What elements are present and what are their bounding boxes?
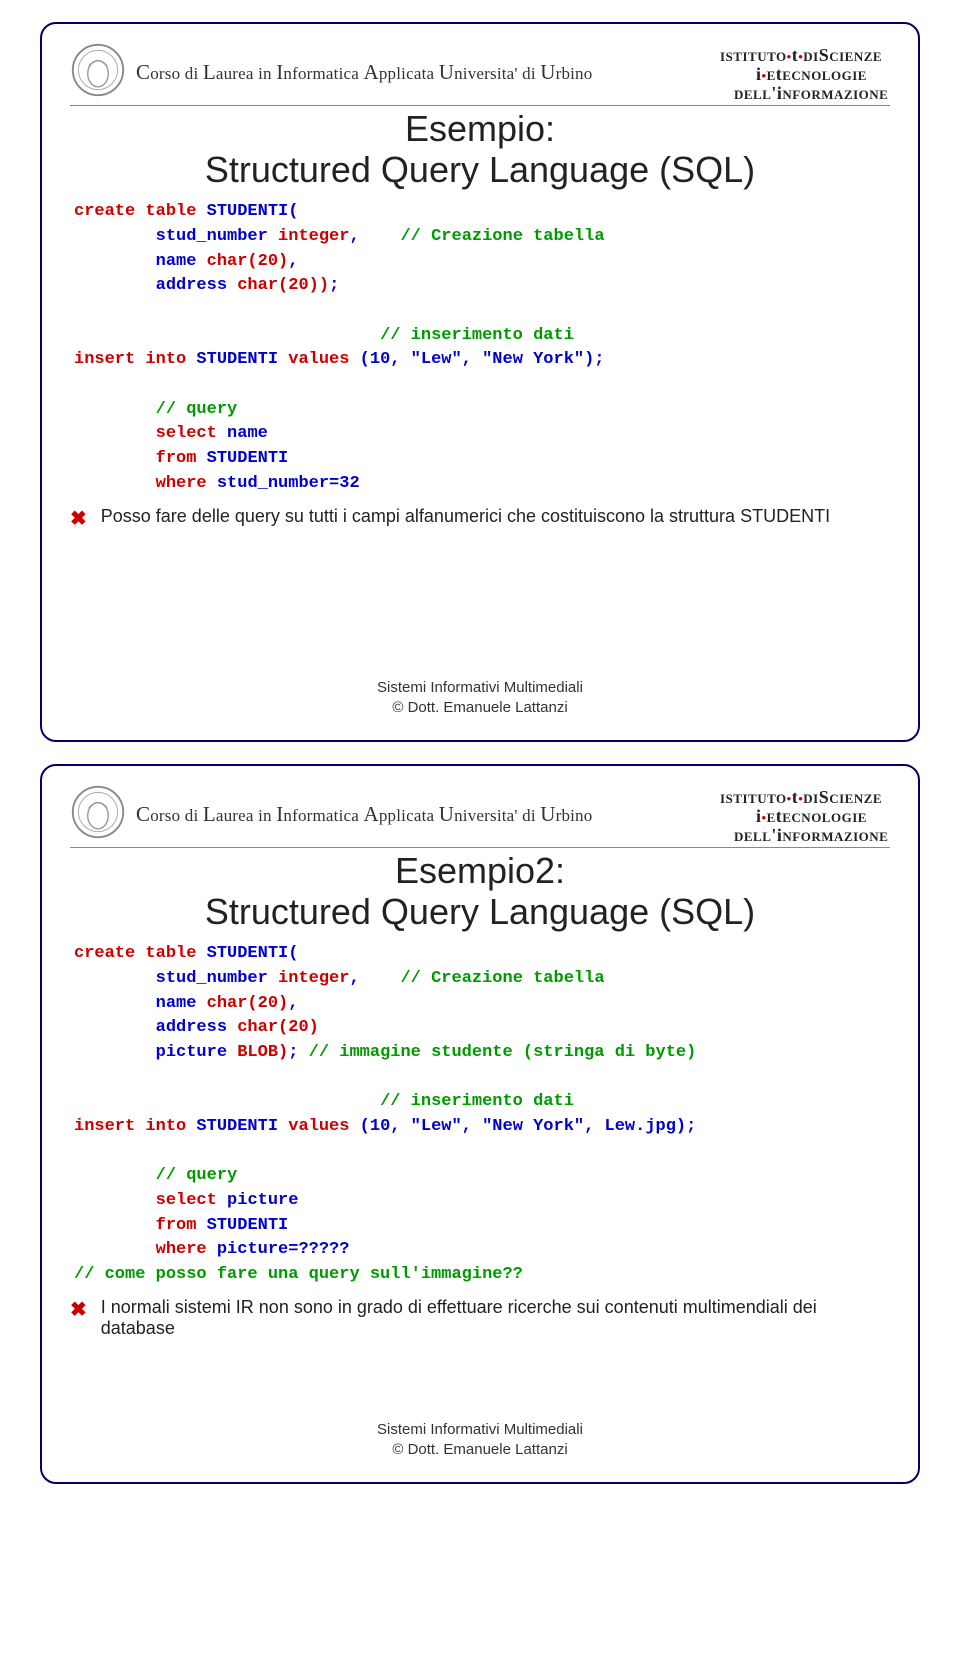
institute-logo: ISTITUTO•t•DISCIENZE i•EtECNOLOGIE DELL'…: [720, 784, 890, 845]
university-seal-icon: [70, 42, 126, 98]
title-line-1: Esempio:: [405, 108, 555, 149]
bullet-text: I normali sistemi IR non sono in grado d…: [101, 1297, 890, 1339]
slide-footer: Sistemi Informativi Multimediali © Dott.…: [42, 1420, 918, 1461]
bullet-1: ✖ Posso fare delle query su tutti i camp…: [70, 506, 890, 532]
title-line-2: Structured Query Language (SQL): [205, 149, 755, 190]
footer-line-2: © Dott. Emanuele Lattanzi: [392, 1441, 567, 1458]
bullet-x-icon: ✖: [70, 506, 87, 532]
bullet-2: ✖ I normali sistemi IR non sono in grado…: [70, 1297, 890, 1339]
slide-1: Corso di Laurea in Informatica Applicata…: [40, 22, 920, 742]
slide-header: Corso di Laurea in Informatica Applicata…: [70, 42, 890, 106]
course-title: Corso di Laurea in Informatica Applicata…: [136, 784, 710, 827]
slide-2: Corso di Laurea in Informatica Applicata…: [40, 764, 920, 1484]
course-title: Corso di Laurea in Informatica Applicata…: [136, 42, 710, 85]
bullet-text: Posso fare delle query su tutti i campi …: [101, 506, 830, 527]
title-line-1: Esempio2:: [395, 850, 565, 891]
institute-logo: ISTITUTO•t•DISCIENZE i•EtECNOLOGIE DELL'…: [720, 42, 890, 103]
slide-header: Corso di Laurea in Informatica Applicata…: [70, 784, 890, 848]
code-block-2: create table STUDENTI( stud_number integ…: [74, 942, 890, 1287]
title-line-2: Structured Query Language (SQL): [205, 891, 755, 932]
slide-footer: Sistemi Informativi Multimediali © Dott.…: [42, 678, 918, 719]
bullet-x-icon: ✖: [70, 1297, 87, 1323]
slide-title: Esempio2: Structured Query Language (SQL…: [70, 850, 890, 933]
university-seal-icon: [70, 784, 126, 840]
slide-title: Esempio: Structured Query Language (SQL): [70, 108, 890, 191]
code-block-1: create table STUDENTI( stud_number integ…: [74, 200, 890, 496]
footer-line-2: © Dott. Emanuele Lattanzi: [392, 699, 567, 716]
footer-line-1: Sistemi Informativi Multimediali: [377, 1421, 583, 1438]
footer-line-1: Sistemi Informativi Multimediali: [377, 679, 583, 696]
